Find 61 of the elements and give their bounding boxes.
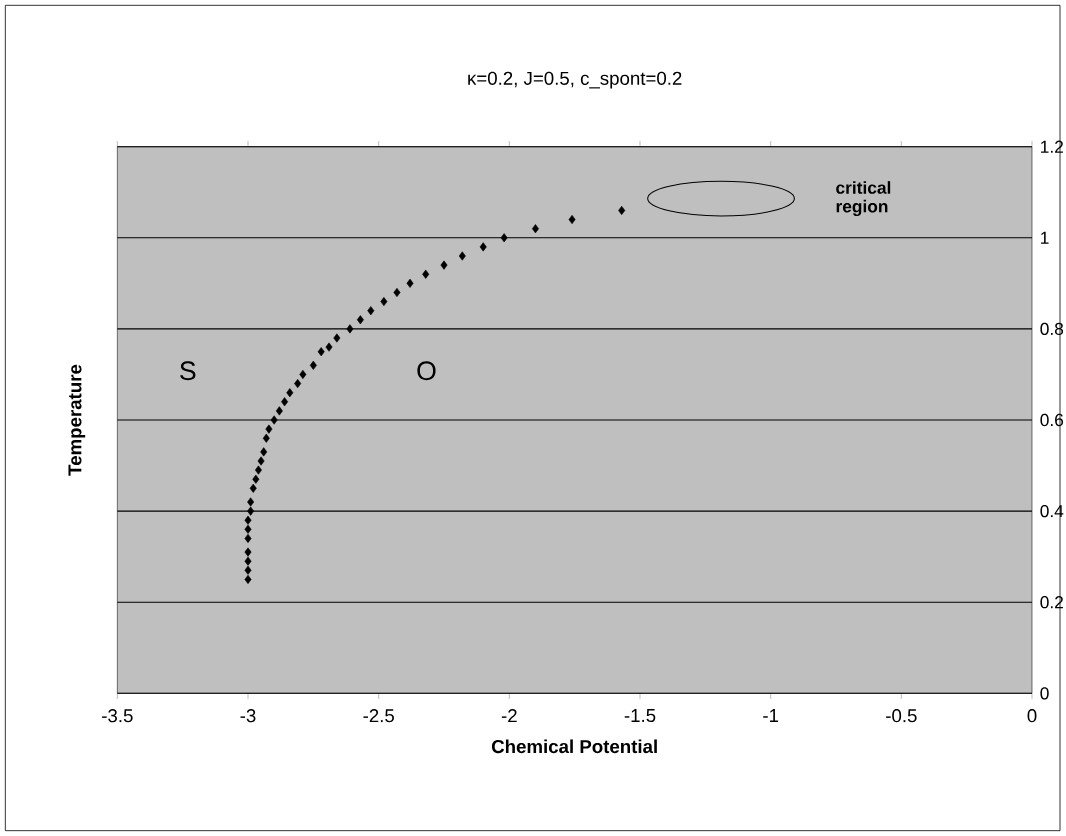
point (440, 260, 448, 270)
y-tick-label: 1.2 (1041, 140, 1063, 153)
y-axis-title: Temperature (68, 364, 86, 476)
point (333, 333, 341, 343)
chart-title: κ=0.2, J=0.5, c_spont=0.2 (468, 71, 682, 89)
point (252, 474, 260, 484)
point (532, 224, 539, 234)
point (281, 397, 289, 407)
y-tick-label: 0.8 (1040, 322, 1064, 336)
point (244, 533, 252, 543)
x-tick-label: -3.5 (102, 709, 133, 723)
point (294, 379, 302, 389)
point (244, 524, 252, 534)
point (500, 233, 508, 243)
point (249, 483, 257, 493)
point (244, 556, 252, 566)
point (422, 269, 430, 279)
point (247, 506, 255, 516)
x-tick-label: -2.5 (363, 709, 394, 723)
x-tick-label: -1.5 (624, 709, 656, 723)
point (244, 547, 252, 557)
point (406, 278, 414, 288)
x-tick-label: -3 (240, 709, 256, 723)
point (618, 205, 626, 215)
x-tick-label: -0.5 (886, 709, 917, 723)
point (260, 447, 268, 457)
point (309, 360, 317, 370)
point (262, 433, 270, 443)
point (247, 497, 255, 507)
point (568, 215, 576, 225)
y-tick-label: 1 (1041, 231, 1049, 244)
point (356, 315, 364, 325)
point (286, 388, 294, 398)
point (244, 574, 252, 584)
x-tick-label: -1 (763, 709, 779, 722)
point (265, 424, 273, 434)
annotation: S (180, 361, 196, 381)
point (393, 287, 401, 297)
y-tick-label: 0.4 (1040, 504, 1064, 518)
x-tick-label: -2 (501, 709, 517, 723)
point (458, 251, 466, 261)
point (257, 456, 265, 466)
point (270, 415, 278, 425)
point (275, 406, 283, 416)
point (317, 347, 325, 357)
point (299, 369, 307, 379)
annotation: O (417, 361, 436, 381)
x-axis-title: Chemical Potential (491, 739, 657, 754)
point (244, 515, 252, 525)
point (244, 565, 252, 575)
x-tick-label: 0 (1027, 709, 1037, 723)
point (367, 306, 375, 316)
point (346, 324, 354, 334)
point (254, 465, 262, 475)
y-tick-label: 0.6 (1040, 413, 1064, 427)
y-tick-label: 0 (1040, 687, 1049, 700)
point (380, 297, 388, 307)
point (325, 342, 333, 352)
annotation: critical region (836, 181, 891, 217)
point (479, 242, 487, 252)
y-tick-label: 0.2 (1040, 596, 1063, 609)
